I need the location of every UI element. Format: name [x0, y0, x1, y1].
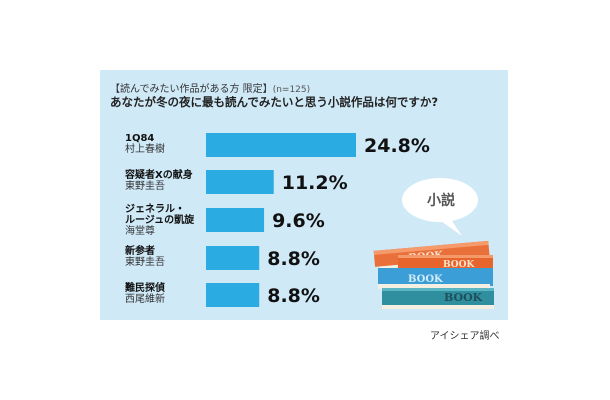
bar — [206, 246, 260, 270]
sample-size: (n=125) — [272, 85, 311, 95]
value-label: 9.6% — [272, 210, 325, 232]
book-stack-icon: BOOK BOOK BOOK BOOK — [373, 240, 494, 309]
books-illustration: 小説 BOOK BOOK BOOK BOOK — [373, 178, 494, 309]
condition-text: 【読んでみたい作品がある方 限定】 — [110, 84, 273, 95]
category-title: 容疑者Xの献身 — [124, 168, 193, 181]
bar — [206, 208, 265, 232]
book-label: BOOK — [443, 260, 475, 270]
category-title: 1Q84 — [125, 133, 154, 144]
bar — [206, 170, 274, 194]
value-label: 24.8% — [364, 135, 430, 157]
category-title: 難民探偵 — [124, 281, 165, 294]
bar — [206, 133, 356, 157]
bar — [206, 283, 260, 307]
chart-title: あなたが冬の夜に最も読んでみたいと思う小説作品は何ですか? — [110, 95, 439, 109]
bubble-text: 小説 — [427, 192, 455, 209]
source-note: アイシェア調べ — [430, 331, 500, 342]
survey-condition: 【読んでみたい作品がある方 限定】(n=125) — [110, 80, 310, 95]
speech-bubble-tail — [438, 218, 462, 236]
category-title: ジェネラル・ — [125, 203, 185, 215]
category-author: 東野圭吾 — [125, 179, 165, 192]
value-label: 11.2% — [282, 172, 348, 194]
category-author: 東野圭吾 — [125, 255, 165, 268]
category-title: 新参者 — [125, 244, 155, 257]
value-label: 8.8% — [267, 248, 320, 270]
value-label: 8.8% — [267, 285, 320, 307]
book-label: BOOK — [408, 274, 443, 285]
category-author: 村上春樹 — [125, 142, 165, 155]
category-author: 西尾維新 — [125, 292, 165, 305]
category-author: 海堂尊 — [125, 224, 155, 237]
book-label: BOOK — [444, 291, 483, 304]
speech-bubble — [402, 178, 478, 222]
category-title: ルージュの凱旋 — [125, 213, 195, 226]
